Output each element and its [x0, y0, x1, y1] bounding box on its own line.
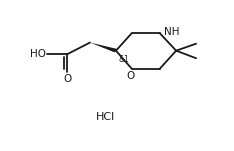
Text: O: O [127, 71, 135, 81]
Text: O: O [63, 74, 71, 84]
Text: HCl: HCl [96, 112, 115, 122]
Text: HO: HO [29, 49, 46, 59]
Polygon shape [90, 43, 117, 52]
Text: &1: &1 [118, 55, 129, 64]
Text: NH: NH [164, 27, 180, 37]
